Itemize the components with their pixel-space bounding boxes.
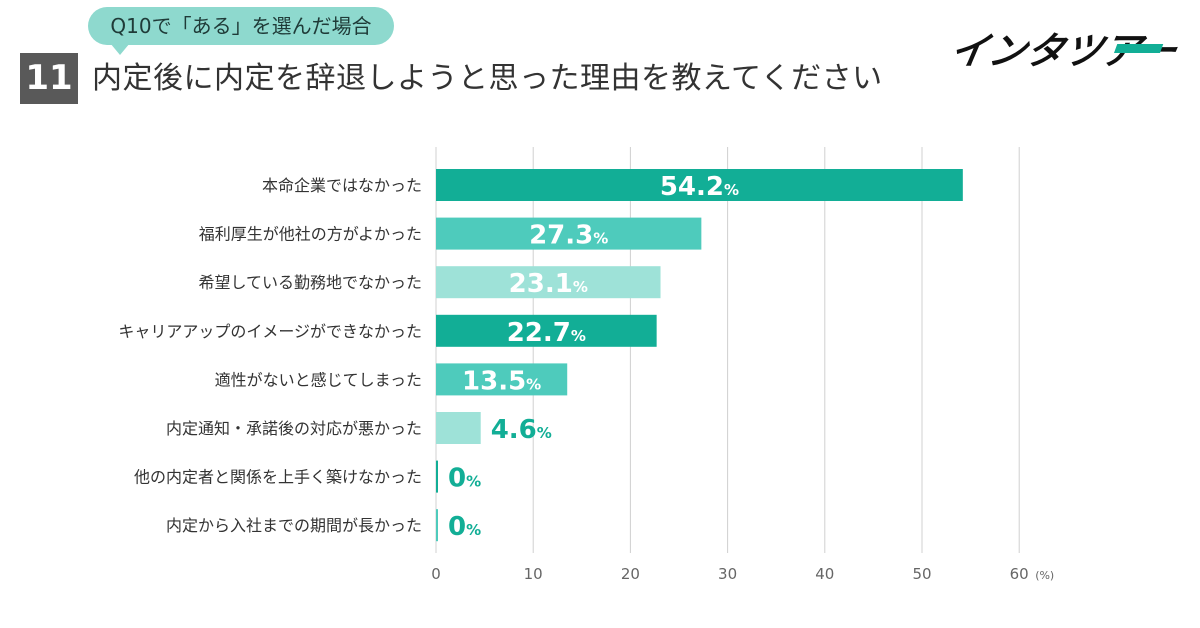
question-tag-tail <box>110 43 130 55</box>
bar <box>436 412 481 444</box>
x-unit-label: (%) <box>1035 569 1054 582</box>
category-label: 希望している勤務地でなかった <box>198 273 422 292</box>
question-tag: Q10で「ある」を選んだ場合 <box>88 7 394 45</box>
category-label: 内定から入社までの期間が長かった <box>166 516 422 535</box>
bar <box>436 460 438 493</box>
x-tick-label: 10 <box>524 565 543 583</box>
x-tick-label: 20 <box>621 565 640 583</box>
value-label: 54.2% <box>660 172 739 202</box>
bar <box>436 217 702 250</box>
x-tick-label: 50 <box>912 565 931 583</box>
bar <box>436 363 568 396</box>
value-label: 4.6% <box>491 415 552 445</box>
x-tick-label: 40 <box>815 565 834 583</box>
logo: インタツアー <box>950 29 1180 74</box>
category-label: 内定通知・承諾後の対応が悪かった <box>166 419 422 438</box>
value-label: 13.5% <box>462 366 541 396</box>
value-label: 22.7% <box>507 318 586 348</box>
category-label: キャリアアップのイメージができなかった <box>118 322 422 341</box>
value-label: 27.3% <box>529 221 608 251</box>
bar <box>436 266 661 299</box>
x-tick-label: 60 <box>1010 565 1029 583</box>
x-tick-label: 0 <box>431 565 441 583</box>
value-label: 0% <box>448 464 481 494</box>
category-label: 他の内定者と関係を上手く築けなかった <box>134 468 422 487</box>
logo-accent-bar <box>1113 44 1164 53</box>
bar <box>436 509 438 542</box>
category-label: 福利厚生が他社の方がよかった <box>199 225 422 244</box>
bar <box>436 169 963 201</box>
x-tick-label: 30 <box>718 565 737 583</box>
value-label: 0% <box>448 512 481 542</box>
category-label: 適性がないと感じてしまった <box>215 370 422 389</box>
category-label: 本命企業ではなかった <box>262 176 422 195</box>
page-title: 内定後に内定を辞退しようと思った理由を教えてください <box>92 61 883 96</box>
value-label: 23.1% <box>509 269 588 299</box>
bar <box>436 314 657 347</box>
question-number: 11 <box>20 53 78 104</box>
